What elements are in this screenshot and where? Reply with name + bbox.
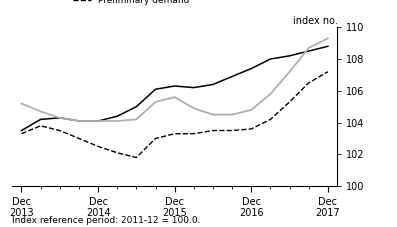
Line: Final demand (excl exports): Final demand (excl exports): [21, 46, 328, 131]
Final demand (excl exports): [96, 120, 100, 122]
Intermediate demand: [58, 116, 62, 119]
Final demand (excl exports): [134, 105, 139, 108]
Preliminary demand: [306, 81, 311, 84]
Preliminary demand: [77, 137, 81, 140]
Preliminary demand: [19, 132, 24, 135]
Preliminary demand: [134, 156, 139, 159]
Text: Index reference period: 2011-12 = 100.0.: Index reference period: 2011-12 = 100.0.: [12, 216, 200, 225]
Intermediate demand: [306, 47, 311, 49]
Preliminary demand: [210, 129, 215, 132]
Intermediate demand: [249, 109, 254, 111]
Final demand (excl exports): [268, 58, 273, 60]
Final demand (excl exports): [191, 86, 196, 89]
Final demand (excl exports): [306, 50, 311, 52]
Intermediate demand: [326, 37, 330, 40]
Intermediate demand: [19, 102, 24, 105]
Preliminary demand: [153, 137, 158, 140]
Preliminary demand: [230, 129, 235, 132]
Final demand (excl exports): [77, 120, 81, 122]
Intermediate demand: [210, 113, 215, 116]
Legend: Final demand (excl exports), Intermediate demand, Preliminary demand: Final demand (excl exports), Intermediat…: [71, 0, 226, 7]
Intermediate demand: [287, 70, 292, 73]
Final demand (excl exports): [58, 116, 62, 119]
Preliminary demand: [38, 124, 43, 127]
Final demand (excl exports): [287, 54, 292, 57]
Final demand (excl exports): [38, 118, 43, 121]
Text: index no.: index no.: [293, 16, 337, 26]
Line: Intermediate demand: Intermediate demand: [21, 38, 328, 121]
Intermediate demand: [230, 113, 235, 116]
Preliminary demand: [96, 145, 100, 148]
Preliminary demand: [287, 101, 292, 103]
Intermediate demand: [153, 101, 158, 103]
Final demand (excl exports): [19, 129, 24, 132]
Final demand (excl exports): [172, 85, 177, 87]
Final demand (excl exports): [115, 115, 119, 118]
Final demand (excl exports): [326, 45, 330, 48]
Preliminary demand: [249, 128, 254, 130]
Line: Preliminary demand: Preliminary demand: [21, 72, 328, 158]
Intermediate demand: [191, 107, 196, 110]
Intermediate demand: [134, 118, 139, 121]
Intermediate demand: [268, 93, 273, 95]
Preliminary demand: [326, 70, 330, 73]
Final demand (excl exports): [210, 83, 215, 86]
Preliminary demand: [115, 151, 119, 154]
Preliminary demand: [172, 132, 177, 135]
Preliminary demand: [191, 132, 196, 135]
Final demand (excl exports): [230, 75, 235, 78]
Intermediate demand: [38, 110, 43, 113]
Preliminary demand: [58, 129, 62, 132]
Intermediate demand: [96, 120, 100, 122]
Intermediate demand: [77, 120, 81, 122]
Preliminary demand: [268, 118, 273, 121]
Intermediate demand: [115, 120, 119, 122]
Final demand (excl exports): [153, 88, 158, 91]
Final demand (excl exports): [249, 67, 254, 70]
Intermediate demand: [172, 96, 177, 99]
